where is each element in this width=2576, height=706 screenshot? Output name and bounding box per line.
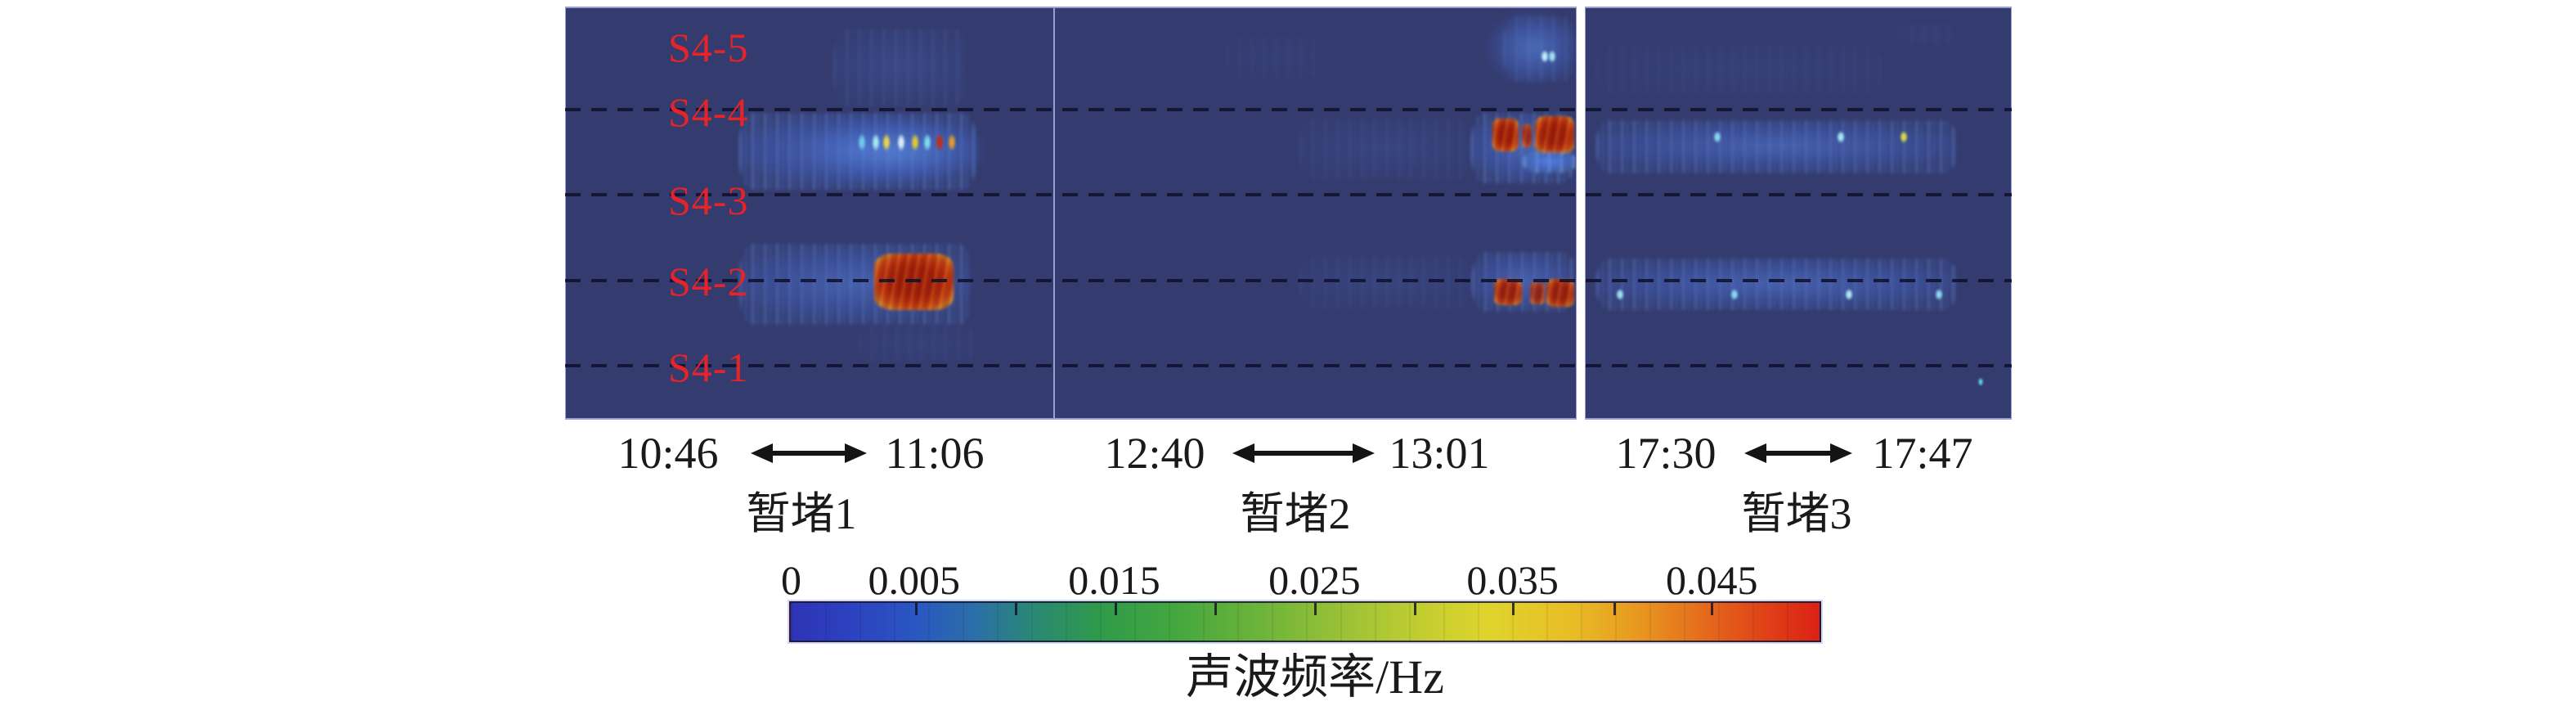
- bright-spot: [895, 130, 908, 155]
- bright-spot: [1729, 286, 1740, 303]
- colorbar-minor-tick: [1414, 603, 1417, 615]
- heatmap-feature-stripes: [1898, 23, 1955, 46]
- sensor-label: S4-1: [668, 344, 749, 391]
- sensor-gridline: [565, 107, 2012, 111]
- heatmap-feature-dots: [1055, 47, 1576, 65]
- heatmap-feature-dots: [1586, 286, 2011, 303]
- heatmap-feature-stripes: [858, 326, 976, 362]
- stage-label-2: 暂堵2: [1240, 489, 1351, 538]
- colorbar-tick-label: 0.025: [1268, 557, 1361, 603]
- range-arrow-icon-2: [1232, 443, 1375, 463]
- colorbar-minor-tick: [1115, 603, 1118, 615]
- colorbar-minor-tick: [1214, 603, 1218, 615]
- time-start-panel-1: 10:46: [617, 429, 719, 478]
- heatmap-feature-hotblob: [1529, 281, 1545, 304]
- arrow-line: [767, 451, 850, 456]
- time-start-panel-2: 12:40: [1104, 429, 1205, 478]
- heatmap-feature-dots: [1586, 128, 2011, 146]
- bright-spot: [1932, 286, 1945, 303]
- colorbar: [789, 601, 1821, 642]
- range-arrow-icon-3: [1744, 443, 1852, 463]
- bright-spot: [922, 130, 934, 155]
- heatmap-feature-dot: [1977, 375, 1985, 389]
- heatmap-feature-hotblob: [1492, 118, 1519, 151]
- sensor-label: S4-2: [668, 258, 749, 304]
- bright-spot: [1712, 128, 1724, 146]
- sensor-gridline: [565, 363, 2012, 367]
- colorbar-minor-tick: [1710, 603, 1713, 615]
- time-start-panel-3: 17:30: [1615, 429, 1717, 478]
- heatmap-feature-stripes: [1225, 37, 1324, 78]
- colorbar-minor-tick: [1015, 603, 1018, 615]
- heatmap-feature-glow: [1485, 10, 1576, 86]
- colorbar-tick-label: 0.005: [868, 557, 960, 603]
- bright-spot: [1897, 128, 1910, 146]
- colorbar-minor-tick: [1511, 603, 1515, 615]
- bright-spot: [909, 130, 921, 155]
- time-end-panel-3: 17:47: [1872, 429, 1973, 478]
- colorbar-tick-label: 0.045: [1665, 557, 1758, 603]
- sensor-gridline: [565, 279, 2012, 283]
- plot-area: S4-5 S4-4 S4-3 S4-2 S4-1: [565, 7, 2012, 420]
- panel-1-features: [566, 8, 1053, 418]
- arrow-line: [1249, 451, 1358, 456]
- sensor-label: S4-5: [668, 24, 749, 70]
- colorbar-tick-label: 0.035: [1466, 557, 1559, 603]
- time-end-panel-2: 13:01: [1389, 429, 1490, 478]
- stage-label-3: 暂堵3: [1741, 489, 1852, 538]
- heatmap-feature-stripes: [1524, 151, 1576, 173]
- bright-spot: [1546, 47, 1559, 65]
- time-end-panel-1: 11:06: [885, 429, 985, 478]
- heatmap-feature-stripes: [1299, 118, 1472, 180]
- heatmap-feature-stripes: [1596, 119, 1957, 174]
- colorbar-tick-label: 0: [781, 557, 802, 603]
- heatmap-panel-1: [565, 7, 1054, 420]
- bright-spot: [1613, 286, 1626, 303]
- heatmap-feature-hotblob: [1534, 115, 1575, 154]
- bright-spot: [881, 130, 893, 155]
- heatmap-panel-2: [1054, 7, 1577, 420]
- bright-spot: [870, 130, 882, 155]
- heatmap-feature-hotblob: [1546, 278, 1575, 308]
- arrow-line: [1761, 451, 1836, 456]
- heatmap-feature-stripes: [1596, 258, 1957, 311]
- colorbar-tick-labels: 0 0.005 0.015 0.025 0.035 0.045: [781, 557, 1821, 603]
- panel-2-features: [1055, 8, 1576, 418]
- colorbar-minor-tick: [1613, 603, 1617, 615]
- colorbar-tick-label: 0.015: [1068, 557, 1160, 603]
- stage-label-1: 暂堵1: [746, 489, 857, 538]
- heatmap-panel-3: [1585, 7, 2012, 420]
- sensor-gridline: [565, 192, 2012, 196]
- bright-spot: [855, 130, 868, 155]
- heatmap-feature-dots: [566, 130, 1053, 155]
- heatmap-feature-stripes: [1596, 45, 1883, 94]
- colorbar-title: 声波频率/Hz: [1186, 650, 1444, 704]
- sensor-label: S4-3: [668, 177, 749, 223]
- colorbar-minor-tick: [1314, 603, 1317, 615]
- bright-spot: [1843, 286, 1856, 303]
- sensor-label: S4-4: [668, 88, 749, 135]
- heatmap-feature-hotblob: [1521, 124, 1532, 147]
- heatmap-feature-stripes: [833, 29, 969, 106]
- colorbar-steps: [791, 603, 1820, 641]
- panel-3-features: [1586, 8, 2011, 418]
- bright-spot: [1835, 128, 1847, 146]
- heatmap-feature-hotblob: [1493, 278, 1522, 306]
- colorbar-minor-tick: [915, 603, 918, 615]
- heatmap-feature-stripes: [1502, 16, 1576, 83]
- bright-spot: [934, 130, 946, 155]
- bright-spot: [946, 130, 958, 155]
- range-arrow-icon-1: [751, 443, 867, 463]
